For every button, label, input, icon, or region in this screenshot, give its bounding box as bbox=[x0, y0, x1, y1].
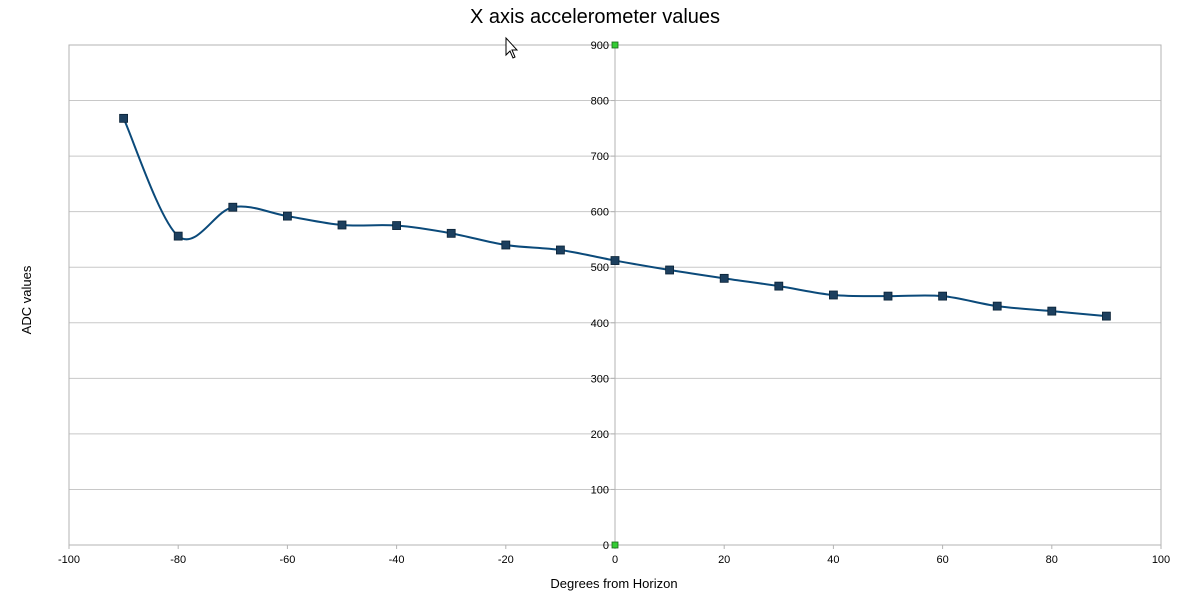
y-tick-label: 500 bbox=[591, 262, 609, 274]
data-point-marker bbox=[610, 256, 620, 265]
y-tick-label: 400 bbox=[591, 318, 609, 330]
x-tick-label: 60 bbox=[936, 554, 948, 566]
x-tick-label: 0 bbox=[612, 554, 618, 566]
y-tick-label: 300 bbox=[591, 373, 609, 385]
axes bbox=[68, 41, 1162, 549]
x-tick-label: 80 bbox=[1046, 554, 1058, 566]
data-point-marker bbox=[829, 290, 838, 300]
axis-selection-handle bbox=[611, 541, 619, 549]
data-point-marker bbox=[446, 228, 456, 238]
x-tick-label: 100 bbox=[1152, 554, 1170, 566]
y-tick-label: 200 bbox=[591, 429, 609, 441]
data-point-marker bbox=[938, 291, 947, 301]
y-axis-label: ADC values bbox=[19, 265, 34, 334]
data-point-marker bbox=[228, 202, 238, 212]
data-point-marker bbox=[1102, 311, 1111, 321]
data-point-marker bbox=[173, 231, 183, 241]
data-point-marker bbox=[1047, 306, 1057, 316]
axis-selection-handle bbox=[611, 41, 619, 49]
data-point-marker bbox=[337, 220, 347, 230]
y-tick-label: 800 bbox=[591, 96, 609, 108]
y-tick-label: 600 bbox=[591, 207, 609, 219]
series-group bbox=[119, 113, 1111, 321]
y-tick-label: 700 bbox=[591, 151, 609, 163]
data-point-marker bbox=[282, 211, 292, 221]
data-point-marker bbox=[774, 281, 784, 291]
data-point-marker bbox=[665, 265, 674, 275]
data-point-marker bbox=[719, 273, 729, 283]
y-tick-labels: 0 100 200 300 400 500 600 700 800 900 bbox=[591, 40, 609, 552]
data-point-marker bbox=[992, 301, 1002, 311]
data-point-marker bbox=[392, 221, 402, 230]
y-tick-label: 900 bbox=[591, 40, 609, 52]
x-tick-label: -100 bbox=[58, 554, 80, 566]
x-tick-label: -60 bbox=[279, 554, 295, 566]
x-axis-label: Degrees from Horizon bbox=[550, 576, 677, 591]
cursor-pointer-icon bbox=[505, 36, 519, 59]
data-point-marker bbox=[119, 113, 128, 123]
x-tick-labels: -100 -80 -60 -40 -20 0 20 40 60 80 100 bbox=[58, 554, 1170, 566]
data-point-marker bbox=[556, 245, 565, 255]
chart-title: X axis accelerometer values bbox=[470, 6, 720, 28]
data-point-marker bbox=[883, 291, 893, 301]
x-tick-label: -40 bbox=[389, 554, 405, 566]
x-tick-label: 40 bbox=[827, 554, 839, 566]
x-tick-label: 20 bbox=[718, 554, 730, 566]
y-tick-label: 0 bbox=[603, 540, 609, 552]
data-point-marker bbox=[501, 240, 511, 250]
x-tick-label: -20 bbox=[498, 554, 514, 566]
x-tick-label: -80 bbox=[170, 554, 186, 566]
y-tick-label: 100 bbox=[591, 484, 609, 496]
